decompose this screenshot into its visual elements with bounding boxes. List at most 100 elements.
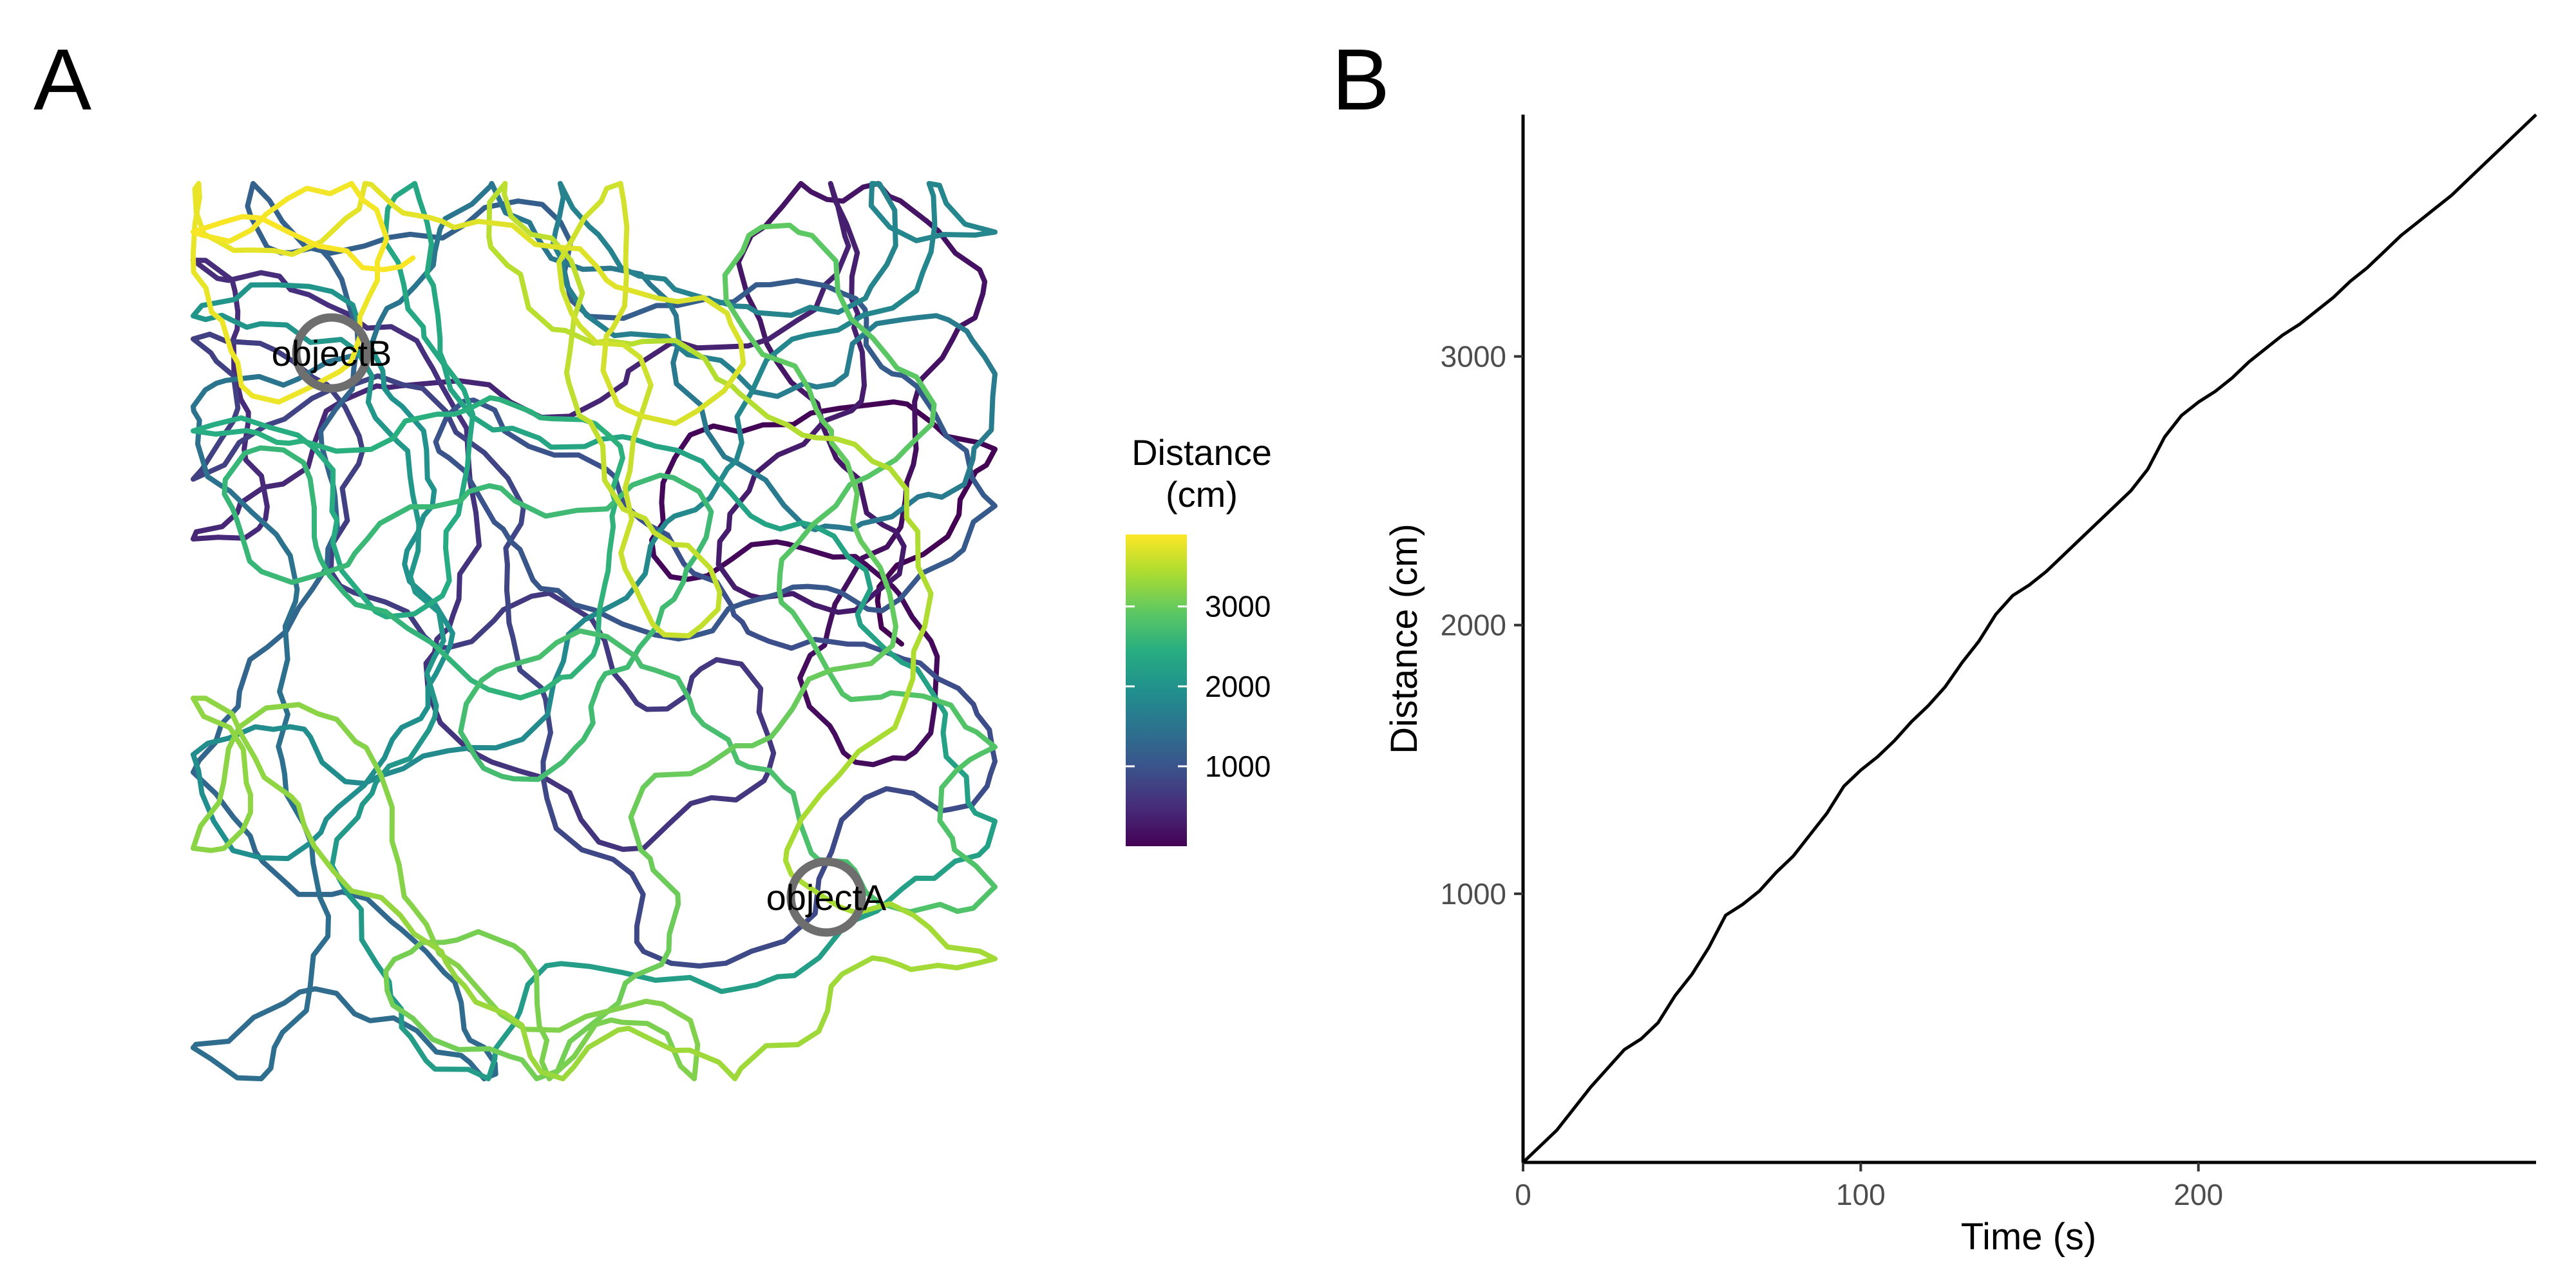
trajectory-segment: [191, 214, 416, 272]
trajectory-plot: [191, 181, 998, 1081]
colorbar-gradient: [1126, 535, 1187, 846]
trajectory-segment: [688, 657, 777, 806]
trajectory-segment: [215, 352, 270, 541]
trajectory-segment: [824, 667, 998, 773]
trajectory-segment: [310, 339, 361, 592]
trajectory-segment: [439, 218, 648, 298]
trajectory-segment: [222, 445, 317, 574]
colorbar-legend: Distance (cm) 1000 2000 3000: [1126, 432, 1272, 846]
trajectory-segment: [437, 720, 694, 852]
trajectory-segment: [244, 395, 493, 454]
trajectory-segment: [191, 702, 321, 853]
trajectory-segment: [308, 337, 422, 580]
x-tick-label: 0: [1515, 1178, 1531, 1211]
trajectory-segment: [311, 505, 492, 693]
trajectory-segment: [191, 258, 294, 357]
trajectory-segment: [231, 815, 447, 976]
trajectory-segment: [734, 249, 934, 464]
trajectory-segment: [383, 929, 540, 1007]
object-label: objectA: [766, 877, 887, 918]
trajectory-segment: [722, 222, 819, 412]
trajectory-segment: [191, 404, 300, 604]
object-markers: objectB objectA: [272, 313, 887, 937]
trajectory-segment: [797, 652, 938, 768]
colorbar-tick-label: 3000: [1205, 590, 1271, 623]
trajectory-segment: [877, 768, 998, 914]
trajectory-segment: [330, 511, 461, 620]
trajectory-segment: [462, 983, 677, 1081]
trajectory-segment: [191, 299, 402, 410]
x-tick-label: 100: [1836, 1178, 1886, 1211]
trajectory-segment: [198, 181, 390, 283]
trajectory-segment: [502, 181, 593, 425]
trajectory-segment: [397, 181, 554, 305]
trajectory-segment: [491, 519, 694, 641]
trajectory-segment: [498, 473, 714, 573]
trajectory-segment: [689, 571, 925, 639]
trajectory-segment: [729, 313, 951, 399]
trajectory-segment: [535, 1001, 683, 1081]
trajectory-segment: [191, 894, 331, 1081]
trajectory-segment: [809, 232, 937, 462]
panel-a-tag: A: [33, 31, 91, 128]
trajectory-segment: [458, 663, 586, 782]
trajectory-segment: [813, 406, 898, 667]
trajectory-segment: [838, 774, 998, 933]
trajectory-segment: [911, 676, 998, 814]
trajectory-segment: [776, 457, 898, 672]
trajectory-segment: [211, 715, 424, 862]
trajectory-segment: [544, 927, 844, 994]
trajectory-segment: [808, 433, 919, 658]
trajectory-segment: [191, 724, 348, 824]
distance-time-plot: 0 100 200 1000 2000 3000 Time (s) Distance (c…: [1383, 113, 2537, 1258]
panel-b-ticks: 0 100 200 1000 2000 3000: [1441, 339, 2223, 1211]
trajectory-segment: [384, 988, 621, 1081]
trajectory-segment: [721, 454, 931, 533]
trajectory-segment: [263, 373, 511, 481]
y-tick-label: 1000: [1441, 877, 1506, 911]
trajectory-segment: [889, 371, 998, 576]
y-axis-title: Distance (cm): [1383, 524, 1425, 754]
colorbar-title-line2: (cm): [1166, 474, 1238, 515]
trajectory-segment: [587, 419, 723, 639]
trajectory-segment: [504, 628, 731, 743]
colorbar-title-line1: Distance: [1132, 432, 1272, 473]
trajectory-segment: [624, 292, 746, 426]
trajectory-segment: [912, 218, 988, 439]
trajectory-segment: [556, 181, 654, 388]
trajectory-segment: [668, 786, 916, 969]
trajectory-segment: [191, 415, 340, 523]
trajectory-segment: [369, 574, 446, 796]
trajectory-segment: [846, 554, 969, 780]
x-axis-title: Time (s): [1961, 1216, 2096, 1258]
trajectory-segment: [423, 460, 482, 726]
trajectory-segment: [289, 794, 468, 989]
trajectory-segment: [580, 567, 689, 743]
trajectory-segment: [600, 181, 630, 413]
trajectory-segment: [259, 483, 504, 585]
trajectory-segment: [731, 612, 941, 681]
object-label: objectB: [272, 333, 392, 374]
trajectory-segment: [486, 513, 616, 701]
colorbar-tick-label: 2000: [1205, 670, 1271, 703]
trajectory-segment: [868, 181, 998, 255]
trajectory-segment: [548, 256, 727, 460]
trajectory-segment: [852, 442, 934, 730]
trajectory-segment: [782, 724, 898, 916]
trajectory-segment: [735, 260, 869, 516]
trajectory-segment: [774, 539, 940, 709]
trajectory-segment: [551, 194, 735, 373]
trajectory-segment: [744, 181, 898, 318]
colorbar-tick-label: 1000: [1205, 750, 1271, 783]
trajectory-segment: [399, 963, 549, 1081]
trajectory-segment: [671, 955, 888, 1081]
trajectory-segment: [640, 661, 874, 790]
x-tick-label: 200: [2174, 1178, 2223, 1211]
trajectory-segment: [731, 278, 895, 377]
object-circle: [292, 313, 372, 393]
trajectory-segment: [191, 696, 294, 815]
colorbar-ticks: 1000 2000 3000: [1126, 590, 1271, 783]
trajectory-segment: [191, 986, 439, 1055]
panel-b-tag: B: [1332, 31, 1390, 128]
